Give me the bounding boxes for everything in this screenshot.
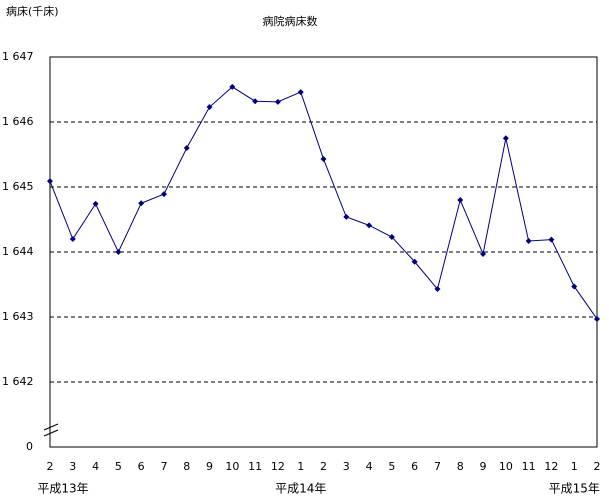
chart-title: 病院病床数 bbox=[263, 14, 318, 28]
y-tick-label: 1 645 bbox=[2, 180, 34, 193]
x-tick-label: 2 bbox=[594, 460, 601, 473]
data-point bbox=[138, 200, 145, 207]
x-tick-label: 12 bbox=[271, 460, 285, 473]
data-point bbox=[92, 200, 99, 207]
x-tick-label: 4 bbox=[92, 460, 99, 473]
data-point bbox=[252, 98, 259, 105]
year-label: 平成13年 bbox=[37, 482, 88, 496]
x-tick-label: 11 bbox=[248, 460, 262, 473]
data-point bbox=[69, 236, 76, 242]
axis-break bbox=[43, 429, 59, 437]
x-tick-label: 6 bbox=[411, 460, 418, 473]
x-tick-label: 12 bbox=[544, 460, 558, 473]
data-point bbox=[594, 315, 600, 322]
data-point bbox=[525, 237, 532, 244]
x-tick-label: 7 bbox=[434, 460, 441, 473]
x-tick-label: 9 bbox=[206, 460, 213, 473]
y-tick-label: 1 646 bbox=[2, 115, 34, 128]
x-tick-label: 1 bbox=[297, 460, 304, 473]
data-point bbox=[297, 89, 304, 96]
x-tick-label: 10 bbox=[225, 460, 239, 473]
y-tick-label: 1 642 bbox=[2, 375, 34, 388]
x-tick-label: 2 bbox=[47, 460, 54, 473]
data-point bbox=[434, 286, 441, 293]
year-label: 平成14年 bbox=[275, 482, 326, 496]
year-label: 平成15年 bbox=[549, 482, 600, 496]
x-tick-label: 11 bbox=[522, 460, 536, 473]
data-point bbox=[480, 250, 487, 257]
x-tick-label: 3 bbox=[69, 460, 76, 473]
x-tick-label: 8 bbox=[183, 460, 190, 473]
data-point bbox=[457, 197, 464, 203]
y-tick-label: 1 643 bbox=[2, 310, 34, 323]
x-tick-label: 4 bbox=[366, 460, 373, 473]
y-axis-label: 病床(千床) bbox=[6, 4, 59, 18]
axis-break bbox=[43, 423, 59, 431]
x-tick-label: 10 bbox=[499, 460, 513, 473]
data-point bbox=[274, 98, 281, 105]
data-point bbox=[343, 213, 350, 220]
data-point bbox=[411, 258, 418, 265]
y-tick-label: 1 644 bbox=[2, 245, 34, 258]
x-tick-label: 6 bbox=[138, 460, 145, 473]
x-tick-label: 2 bbox=[320, 460, 327, 473]
data-point bbox=[229, 83, 236, 90]
data-point bbox=[388, 234, 395, 241]
data-point bbox=[160, 191, 167, 198]
x-tick-label: 7 bbox=[160, 460, 167, 473]
data-point bbox=[206, 104, 213, 111]
x-tick-label: 8 bbox=[457, 460, 464, 473]
data-point bbox=[320, 156, 327, 163]
data-point bbox=[548, 236, 555, 243]
x-tick-label: 1 bbox=[571, 460, 578, 473]
y-tick-label: 1 647 bbox=[2, 50, 34, 63]
data-point bbox=[47, 178, 53, 185]
x-tick-label: 5 bbox=[388, 460, 395, 473]
x-tick-label: 5 bbox=[115, 460, 122, 473]
data-point bbox=[183, 145, 190, 151]
data-point bbox=[115, 249, 122, 255]
data-point bbox=[502, 135, 509, 142]
data-point bbox=[571, 283, 578, 290]
data-point bbox=[366, 222, 373, 229]
x-tick-label: 3 bbox=[343, 460, 350, 473]
x-tick-label: 9 bbox=[480, 460, 487, 473]
y-break-label: 0 bbox=[26, 440, 33, 453]
